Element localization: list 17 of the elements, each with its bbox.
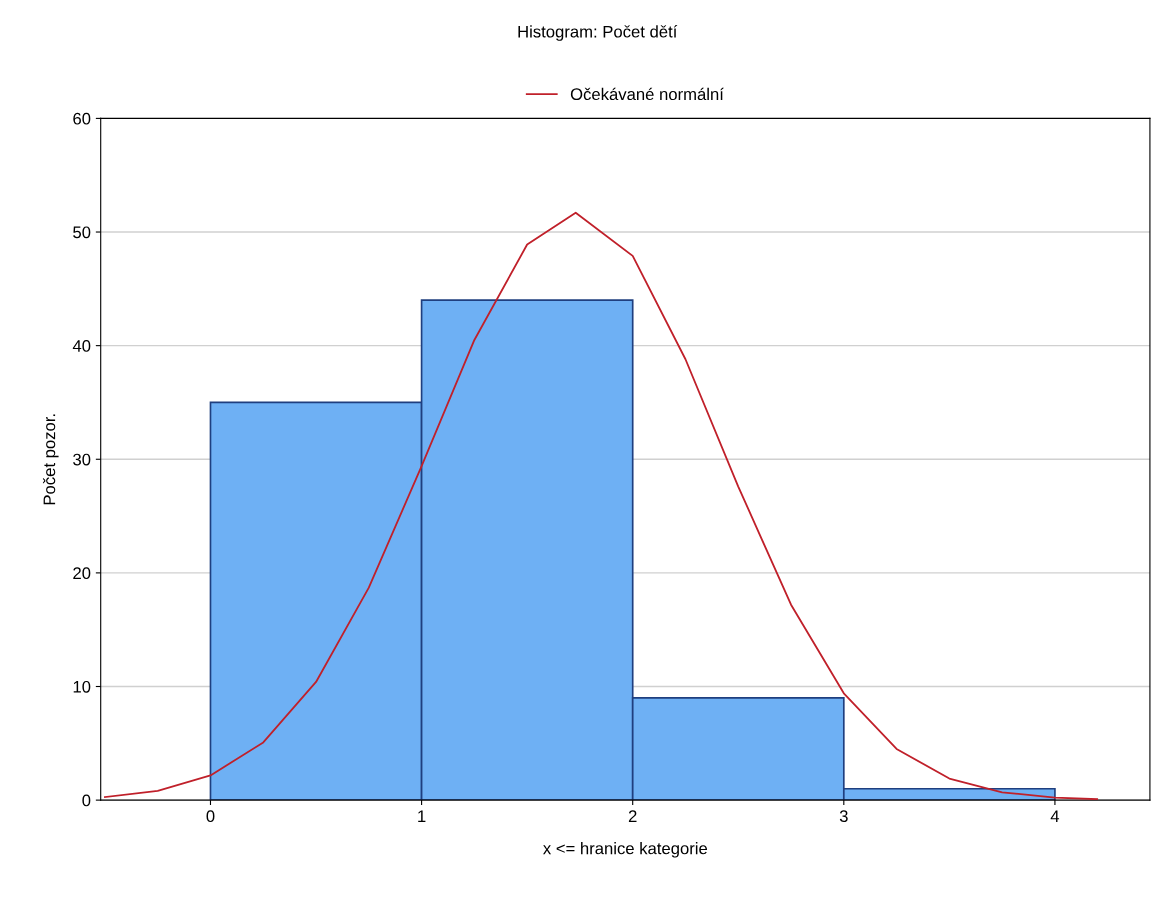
y-tick-label: 20 [73, 567, 91, 580]
x-tick-label: 0 [206, 810, 215, 823]
x-tick-label: 1 [418, 810, 426, 822]
y-axis-title: Počet pozor. [42, 414, 59, 505]
legend-label: Očekávané normální [570, 87, 724, 101]
y-tick-label: 10 [73, 680, 91, 693]
x-tick-label: 4 [1050, 810, 1060, 822]
chart-title: Histogram: Počet dětí [518, 25, 678, 41]
y-tick-label: 30 [73, 453, 91, 466]
x-tick-label: 3 [839, 810, 848, 823]
y-tick-label: 0 [82, 794, 91, 807]
x-axis-title: x <= hranice kategorie [543, 842, 708, 858]
y-tick-label: 60 [73, 112, 91, 125]
y-tick-label: 50 [73, 226, 91, 239]
x-tick-label: 2 [628, 810, 637, 822]
line-series [104, 211, 1099, 801]
y-tick-label: 40 [72, 340, 91, 352]
